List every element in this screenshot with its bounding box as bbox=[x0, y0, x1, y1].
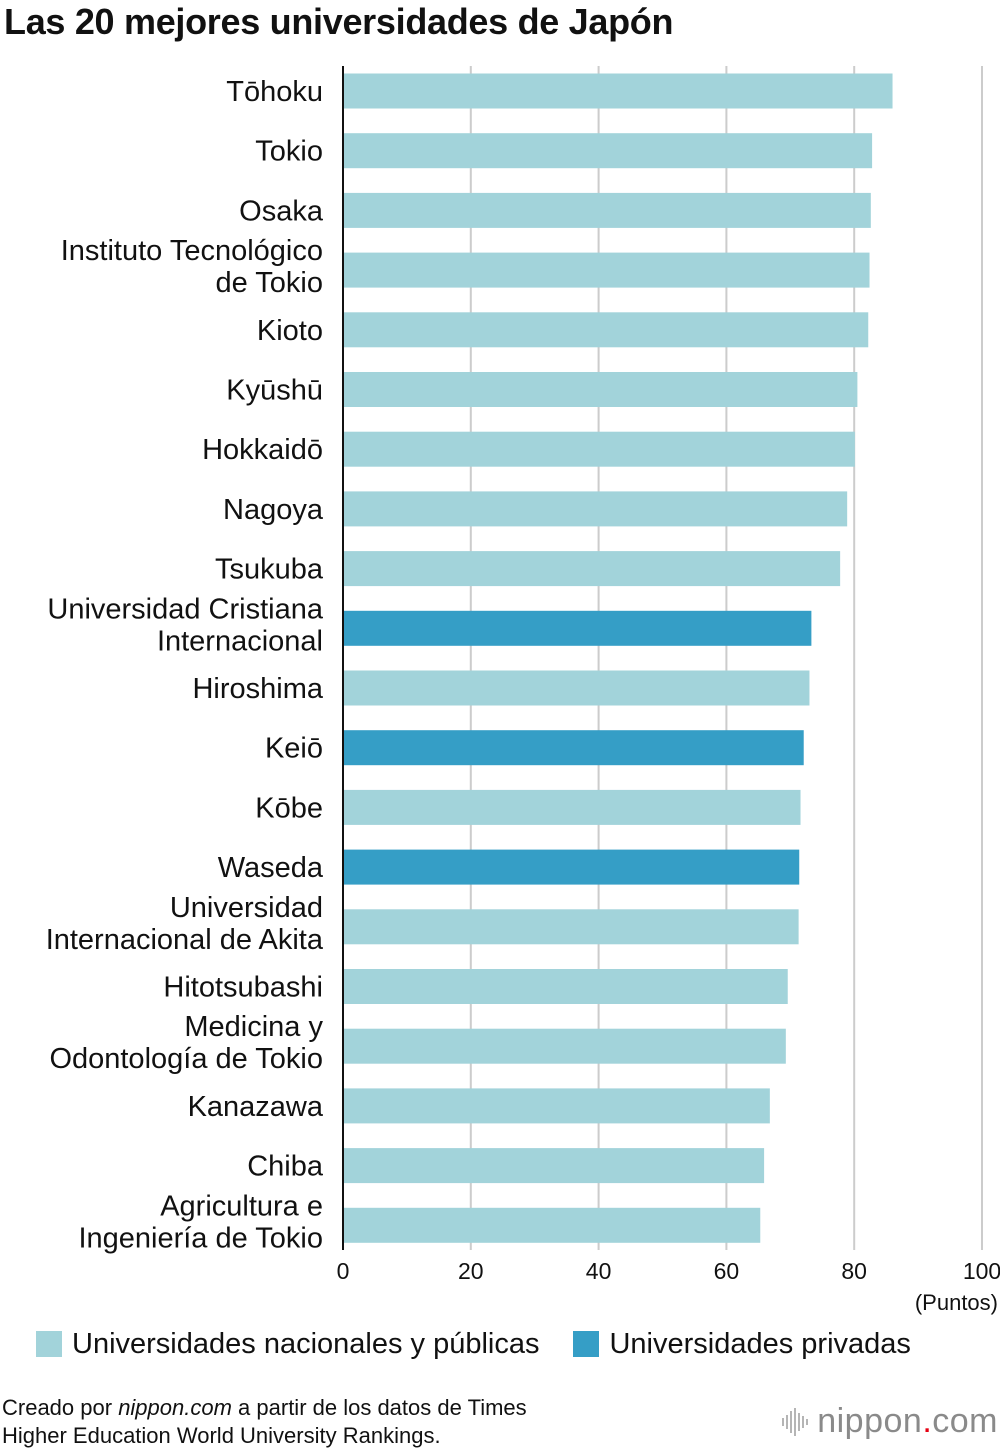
nippon-logo: nippon.com bbox=[781, 1402, 998, 1441]
category-label: Hiroshima bbox=[192, 673, 323, 705]
category-label: Universidad Internacional de Akita bbox=[46, 892, 324, 956]
category-labels: Tōhoku Tokio Osaka Instituto Tecnológico de … bbox=[46, 76, 324, 1254]
legend-item-private: Universidades privadas bbox=[573, 1327, 911, 1361]
bar-public bbox=[343, 431, 855, 467]
source-credit: Creado por nippon.com a partir de los da… bbox=[2, 1394, 527, 1450]
category-label: Nagoya bbox=[223, 494, 324, 526]
bar-public bbox=[343, 192, 871, 228]
category-label: Tōhoku bbox=[226, 76, 323, 108]
category-label: Kōbe bbox=[255, 792, 323, 824]
credit-line2: Higher Education World University Rankin… bbox=[2, 1423, 441, 1448]
bar-public bbox=[343, 670, 810, 706]
logo-name: nippon bbox=[817, 1402, 923, 1440]
credit-prefix: Creado por bbox=[2, 1395, 119, 1420]
bar-public bbox=[343, 1207, 761, 1243]
category-label: Kioto bbox=[257, 315, 323, 347]
logo-tld: com bbox=[932, 1402, 998, 1440]
sound-wave-icon bbox=[782, 1407, 809, 1436]
category-label: Waseda bbox=[218, 852, 324, 884]
bar-public bbox=[343, 133, 873, 169]
category-label: Tsukuba bbox=[215, 554, 324, 586]
bar-public bbox=[343, 1028, 786, 1064]
category-label: Kyūshū bbox=[226, 375, 323, 407]
logo-text: nippon.com bbox=[817, 1402, 998, 1441]
category-label: Medicina y Odontología de Tokio bbox=[49, 1011, 323, 1075]
x-tick-label: 0 bbox=[337, 1258, 350, 1284]
x-tick-label: 100 bbox=[963, 1258, 1000, 1284]
category-label: Keiō bbox=[265, 733, 323, 765]
category-label: Chiba bbox=[247, 1151, 324, 1183]
bar-public bbox=[343, 909, 799, 945]
bar-public bbox=[343, 969, 788, 1004]
bar-public bbox=[343, 252, 870, 288]
bar-private bbox=[343, 730, 804, 766]
x-tick-labels: 0 20 40 60 80 100 bbox=[337, 1258, 1000, 1284]
bar-public bbox=[343, 491, 848, 527]
credit-suffix: a partir de los datos de Times bbox=[231, 1395, 527, 1420]
logo-dot: . bbox=[922, 1402, 933, 1440]
credit-site: nippon.com bbox=[118, 1395, 232, 1420]
legend-item-public: Universidades nacionales y públicas bbox=[36, 1328, 539, 1361]
x-tick-label: 40 bbox=[586, 1258, 612, 1284]
bar-public bbox=[343, 372, 858, 407]
bar-public bbox=[343, 551, 841, 587]
bars bbox=[343, 73, 893, 1243]
category-label: Osaka bbox=[239, 195, 324, 227]
bar-public bbox=[343, 1088, 770, 1124]
x-tick-label: 60 bbox=[714, 1258, 740, 1284]
bar-chart: Tōhoku Tokio Osaka Instituto Tecnológico de … bbox=[46, 66, 1000, 1315]
category-label: Hokkaidō bbox=[202, 434, 323, 466]
chart-title: Las 20 mejores universidades de Japón bbox=[4, 1, 674, 42]
legend-swatch-public bbox=[36, 1331, 62, 1357]
category-label: Hitotsubashi bbox=[163, 972, 323, 1004]
category-label: Agricultura e Ingeniería de Tokio bbox=[78, 1190, 323, 1254]
legend: Universidades nacionales y públicas Univ… bbox=[36, 1326, 945, 1362]
x-axis-unit-label: (Puntos) bbox=[915, 1290, 998, 1315]
grid-lines bbox=[469, 66, 983, 1250]
category-label: Instituto Tecnológico de Tokio bbox=[61, 235, 323, 299]
x-tick-label: 80 bbox=[841, 1258, 867, 1284]
bar-private bbox=[343, 610, 812, 646]
legend-label-public: Universidades nacionales y públicas bbox=[72, 1327, 540, 1360]
category-label: Universidad Cristiana Internacional bbox=[47, 593, 323, 657]
x-tick-label: 20 bbox=[458, 1258, 484, 1284]
bar-public bbox=[343, 1148, 765, 1184]
category-label: Kanazawa bbox=[188, 1091, 324, 1123]
legend-label-private: Universidades privadas bbox=[609, 1327, 911, 1360]
category-label: Tokio bbox=[255, 136, 323, 168]
bar-public bbox=[343, 789, 801, 825]
legend-swatch-private bbox=[573, 1331, 600, 1357]
bar-public bbox=[343, 312, 869, 348]
bar-private bbox=[343, 849, 800, 885]
bar-public bbox=[343, 73, 893, 109]
